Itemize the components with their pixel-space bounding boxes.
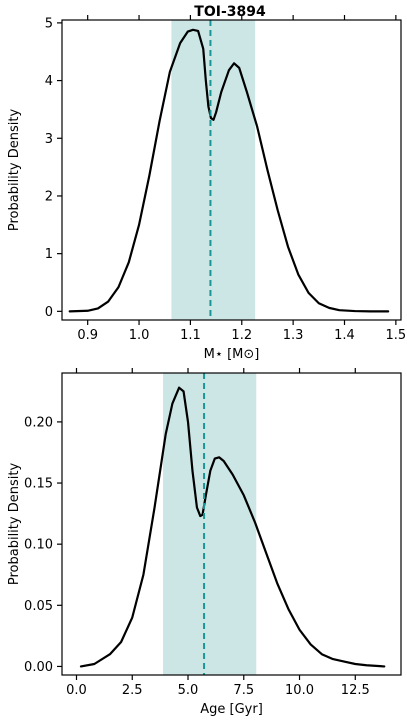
x-tick-label: 5.0 bbox=[178, 683, 199, 698]
x-axis-label: M⋆ [M⊙] bbox=[204, 347, 260, 362]
x-tick-label: 0.9 bbox=[77, 328, 98, 343]
x-tick-label: 2.5 bbox=[122, 683, 143, 698]
y-tick-label: 5 bbox=[45, 16, 53, 31]
y-tick-label: 4 bbox=[45, 74, 53, 89]
axes-frame bbox=[61, 19, 402, 321]
x-tick-label: 1.0 bbox=[129, 328, 150, 343]
y-tick-label: 3 bbox=[45, 132, 53, 147]
x-tick-label: 1.5 bbox=[386, 328, 407, 343]
x-tick-label: 1.2 bbox=[231, 328, 252, 343]
y-tick-label: 2 bbox=[45, 189, 53, 204]
x-tick-label: 1.1 bbox=[180, 328, 201, 343]
credible-interval-band bbox=[171, 20, 256, 320]
y-axis-label: Probability Density bbox=[7, 109, 22, 232]
axes-frame bbox=[61, 372, 402, 676]
x-tick-label: 12.5 bbox=[341, 683, 370, 698]
density-line bbox=[68, 28, 390, 313]
chart-title: TOI-3894 bbox=[194, 4, 266, 20]
x-tick-label: 7.5 bbox=[233, 683, 254, 698]
mass-panel: 0.9 1.0 1.1 1.2 1.3 1.4 1.5 0 1 2 3 4 5 M⋆ [M⊙] Probab… bbox=[7, 15, 406, 362]
credible-interval-band bbox=[163, 373, 257, 675]
density-line bbox=[79, 386, 386, 668]
age-panel: 0.0 2.5 5.0 7.5 10.0 12.5 0.00 0.05 0.10 0.15 0.20… bbox=[7, 368, 402, 717]
y-tick-label: 0.10 bbox=[24, 538, 53, 553]
y-tick-label: 0 bbox=[45, 305, 53, 320]
y-tick-label: 1 bbox=[45, 247, 53, 262]
x-tick-label: 10.0 bbox=[285, 683, 314, 698]
x-tick-label: 1.3 bbox=[283, 328, 304, 343]
x-axis-label: Age [Gyr] bbox=[200, 702, 263, 717]
x-tick-label: 1.4 bbox=[334, 328, 355, 343]
y-axis-label: Probability Density bbox=[7, 463, 22, 586]
y-tick-label: 0.15 bbox=[24, 477, 53, 492]
y-tick-label: 0.00 bbox=[24, 660, 53, 675]
x-tick-label: 0.0 bbox=[66, 683, 87, 698]
y-tick-label: 0.05 bbox=[24, 599, 53, 614]
y-tick-label: 0.20 bbox=[24, 415, 53, 430]
